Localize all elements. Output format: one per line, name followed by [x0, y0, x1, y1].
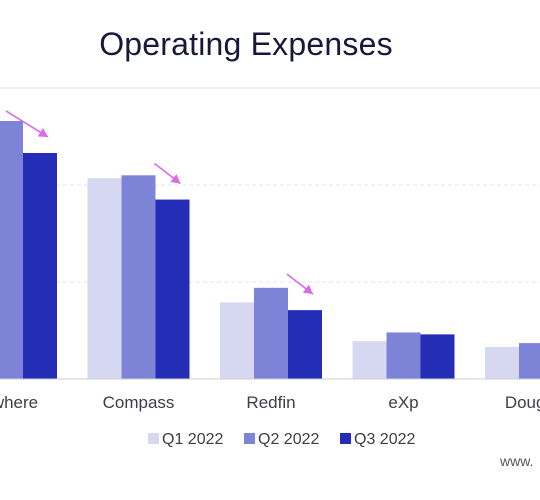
watermark: www. — [500, 453, 534, 469]
bar-redfin-q3-2022 — [288, 310, 322, 379]
bar-exp-q2-2022 — [386, 332, 421, 379]
bars — [0, 120, 540, 379]
bar-nywhere-q2-2022 — [0, 120, 23, 379]
legend-item: Q1 2022 — [148, 431, 223, 448]
chart-title: Operating Expenses — [99, 26, 393, 62]
legend-item: Q2 2022 — [244, 431, 319, 448]
annotation-arrow — [154, 162, 181, 185]
bar-redfin-q2-2022 — [254, 287, 288, 379]
bar-redfin-q1-2022 — [220, 302, 254, 379]
bar-exp-q1-2022 — [352, 341, 387, 379]
bar-compass-q1-2022 — [87, 178, 122, 379]
legend-label: Q1 2022 — [162, 431, 223, 448]
category-labels: nywhere Compass Redfin eXp Douglas — [0, 393, 540, 412]
annotation-arrow — [286, 273, 314, 295]
legend-swatch — [148, 433, 159, 444]
category-label: nywhere — [0, 393, 38, 412]
bar-compass-q2-2022 — [121, 175, 156, 379]
category-label: eXp — [388, 393, 418, 412]
bar-douglas-q1-2022 — [485, 346, 519, 379]
legend-item: Q3 2022 — [340, 431, 415, 448]
gridlines — [0, 87, 540, 283]
annotation-arrows — [5, 110, 314, 295]
category-label: Redfin — [246, 393, 295, 412]
legend-swatch — [244, 433, 255, 444]
bar-douglas-q2-2022 — [519, 343, 540, 379]
annotation-arrow — [5, 110, 49, 138]
bar-compass-q3-2022 — [155, 199, 190, 379]
legend: Q1 2022 Q2 2022 Q3 2022 — [148, 431, 415, 448]
category-label: Compass — [103, 393, 175, 412]
legend-label: Q2 2022 — [258, 431, 319, 448]
category-label: Douglas — [505, 393, 540, 412]
bar-exp-q3-2022 — [420, 334, 455, 379]
legend-swatch — [340, 433, 351, 444]
legend-label: Q3 2022 — [354, 431, 415, 448]
bar-nywhere-q3-2022 — [23, 152, 57, 379]
